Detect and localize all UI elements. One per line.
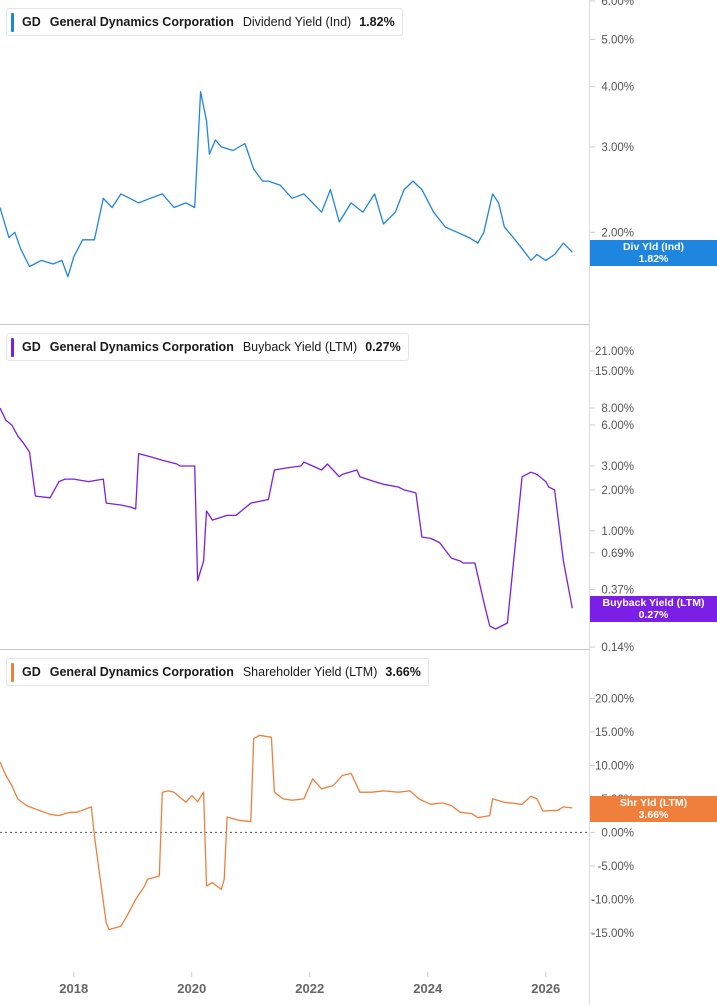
legend-metric: Dividend Yield (Ind) bbox=[242, 15, 352, 29]
x-tick-label: 2026 bbox=[531, 981, 560, 996]
y-tick-label: 10.00% bbox=[595, 760, 634, 772]
tag-label: Div Yld (Ind) bbox=[622, 241, 685, 253]
y-tick-label: 4.00% bbox=[601, 81, 634, 93]
y-tick-label: 15.00% bbox=[595, 727, 634, 739]
panel-dividers bbox=[0, 0, 590, 1005]
legend-company: General Dynamics Corporation bbox=[49, 665, 234, 679]
y-tick-label: 0.14% bbox=[601, 642, 634, 654]
legend-company: General Dynamics Corporation bbox=[49, 340, 234, 354]
x-tick-label: 2024 bbox=[413, 981, 443, 996]
buyback-yield-series-line bbox=[0, 407, 573, 630]
y-tick-label: 0.69% bbox=[601, 548, 634, 560]
tag-value: 1.82% bbox=[638, 253, 669, 265]
shareholder-yield-value-tag: Shr Yld (LTM) 3.66% bbox=[590, 796, 717, 822]
legend-ticker: GD bbox=[22, 340, 41, 354]
buyback-yield-panel: 21.00% 15.00% 8.00% 6.00% 3.00% 2.00% 1.00% 0.6… bbox=[0, 346, 634, 654]
y-tick-label: -5.00% bbox=[598, 861, 634, 873]
dividend-yield-legend[interactable]: GD General Dynamics Corporation Dividend… bbox=[6, 8, 403, 36]
tag-label: Shr Yld (LTM) bbox=[619, 797, 688, 809]
x-axis: 2018 2020 2022 2024 2026 bbox=[59, 972, 560, 996]
legend-company: General Dynamics Corporation bbox=[49, 15, 234, 29]
series-color-swatch bbox=[11, 337, 14, 357]
y-tick-label: 21.00% bbox=[595, 346, 634, 358]
y-tick-label: 6.00% bbox=[601, 0, 634, 8]
shareholder-yield-series-line bbox=[0, 734, 573, 931]
y-tick-label: 20.00% bbox=[595, 693, 634, 705]
y-tick-label: 2.00% bbox=[601, 227, 634, 239]
y-tick-label: 2.00% bbox=[601, 485, 634, 497]
x-tick-label: 2018 bbox=[59, 981, 88, 996]
shareholder-yield-legend[interactable]: GD General Dynamics Corporation Sharehol… bbox=[6, 658, 429, 686]
y-tick-label: 0.37% bbox=[601, 585, 634, 597]
tag-value: 3.66% bbox=[638, 809, 669, 821]
legend-value: 1.82% bbox=[359, 15, 395, 29]
y-tick-label: -15.00% bbox=[591, 928, 634, 940]
y-tick-label: 6.00% bbox=[601, 420, 634, 432]
x-tick-label: 2020 bbox=[177, 981, 206, 996]
dividend-yield-panel: 6.00% 5.00% 4.00% 3.00% 2.00% bbox=[0, 0, 634, 278]
shareholder-yield-panel: 20.00%15.00%10.00%5.00%0.00%-5.00%-10.00… bbox=[0, 693, 634, 940]
x-tick-label: 2022 bbox=[295, 981, 324, 996]
y-tick-label: 0.00% bbox=[601, 827, 634, 839]
legend-ticker: GD bbox=[22, 665, 41, 679]
series-color-swatch bbox=[11, 12, 14, 32]
y-tick-label: 3.00% bbox=[601, 461, 634, 473]
dividend-yield-value-tag: Div Yld (Ind) 1.82% bbox=[590, 240, 717, 266]
dividend-yield-series-line bbox=[0, 91, 573, 278]
legend-metric: Shareholder Yield (LTM) bbox=[242, 665, 378, 679]
tag-label: Buyback Yield (LTM) bbox=[602, 597, 705, 609]
y-tick-label: 3.00% bbox=[601, 142, 634, 154]
buyback-yield-value-tag: Buyback Yield (LTM) 0.27% bbox=[590, 596, 717, 622]
y-tick-label: 5.00% bbox=[601, 34, 634, 46]
legend-value: 0.27% bbox=[365, 340, 401, 354]
legend-value: 3.66% bbox=[385, 665, 421, 679]
tag-value: 0.27% bbox=[638, 609, 669, 621]
legend-ticker: GD bbox=[22, 15, 41, 29]
legend-metric: Buyback Yield (LTM) bbox=[242, 340, 358, 354]
buyback-yield-legend[interactable]: GD General Dynamics Corporation Buyback … bbox=[6, 333, 409, 361]
series-color-swatch bbox=[11, 662, 14, 682]
y-tick-label: 15.00% bbox=[595, 366, 634, 378]
y-tick-label: 1.00% bbox=[601, 526, 634, 538]
y-tick-label: 8.00% bbox=[601, 403, 634, 415]
y-tick-label: -10.00% bbox=[591, 894, 634, 906]
